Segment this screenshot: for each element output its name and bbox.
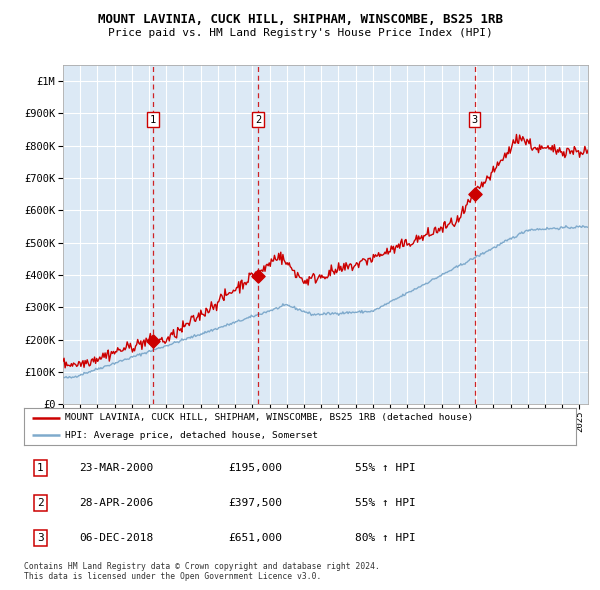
Text: 55% ↑ HPI: 55% ↑ HPI (355, 463, 416, 473)
Text: £195,000: £195,000 (228, 463, 282, 473)
Point (470, 189, 479, 199)
Text: 3: 3 (472, 115, 478, 125)
Text: Price paid vs. HM Land Registry's House Price Index (HPI): Price paid vs. HM Land Registry's House … (107, 28, 493, 38)
Text: 28-APR-2006: 28-APR-2006 (79, 498, 154, 508)
Text: 2: 2 (37, 498, 44, 508)
Point (148, 336, 158, 346)
Text: 1: 1 (150, 115, 156, 125)
Point (253, 271, 263, 280)
Text: 3: 3 (37, 533, 44, 543)
Text: Contains HM Land Registry data © Crown copyright and database right 2024.: Contains HM Land Registry data © Crown c… (24, 562, 380, 571)
Text: MOUNT LAVINIA, CUCK HILL, SHIPHAM, WINSCOMBE, BS25 1RB: MOUNT LAVINIA, CUCK HILL, SHIPHAM, WINSC… (97, 13, 503, 26)
Text: MOUNT LAVINIA, CUCK HILL, SHIPHAM, WINSCOMBE, BS25 1RB (detached house): MOUNT LAVINIA, CUCK HILL, SHIPHAM, WINSC… (65, 413, 473, 422)
Text: 80% ↑ HPI: 80% ↑ HPI (355, 533, 416, 543)
Text: 1: 1 (37, 463, 44, 473)
Text: 55% ↑ HPI: 55% ↑ HPI (355, 498, 416, 508)
Text: 2: 2 (255, 115, 261, 125)
Text: This data is licensed under the Open Government Licence v3.0.: This data is licensed under the Open Gov… (24, 572, 322, 581)
Text: 06-DEC-2018: 06-DEC-2018 (79, 533, 154, 543)
Text: £651,000: £651,000 (228, 533, 282, 543)
Text: HPI: Average price, detached house, Somerset: HPI: Average price, detached house, Some… (65, 431, 319, 440)
Text: £397,500: £397,500 (228, 498, 282, 508)
Text: 23-MAR-2000: 23-MAR-2000 (79, 463, 154, 473)
